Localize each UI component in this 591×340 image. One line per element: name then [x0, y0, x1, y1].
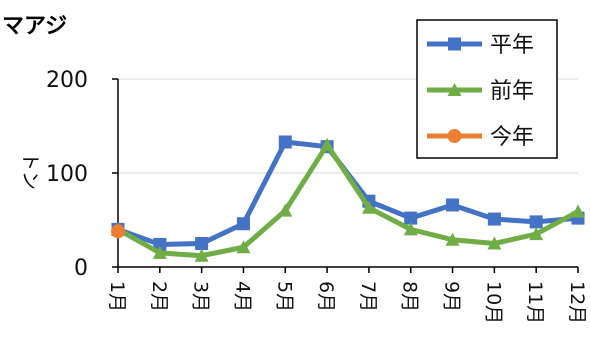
x-tick-label: 2月: [148, 281, 170, 312]
x-tick-label: 1月: [106, 281, 128, 312]
data-point: [487, 236, 502, 250]
x-tick-label: 12月: [566, 281, 588, 324]
legend-marker: [447, 129, 462, 143]
data-point: [278, 135, 292, 149]
x-tick-label: 11月: [524, 281, 546, 324]
series-circle: [111, 224, 125, 239]
chart-title: マアジ: [2, 14, 67, 39]
legend-marker: [448, 37, 461, 51]
y-tick-label: 100: [46, 162, 88, 187]
data-point: [152, 245, 167, 259]
x-tick-label: 9月: [441, 281, 463, 312]
legend-item: 平年: [427, 33, 534, 58]
data-point: [404, 211, 418, 225]
data-point: [487, 212, 501, 226]
axes: [112, 78, 579, 273]
x-tick-label: 10月: [482, 281, 504, 324]
data-point: [111, 224, 125, 239]
data-point: [195, 237, 209, 250]
x-tick-label: 4月: [231, 281, 253, 312]
data-point: [445, 232, 460, 246]
data-point: [529, 215, 543, 229]
data-point: [153, 237, 167, 251]
x-tick-labels: 1月 2月 3月 4月 5月 6月 7月 8月 9月 10月 11月 12月: [106, 281, 588, 324]
series-group: [111, 135, 585, 262]
data-point: [446, 198, 460, 212]
x-tick-label: 6月: [315, 281, 337, 312]
legend-item: 今年: [427, 125, 534, 150]
data-point: [403, 222, 418, 236]
data-point: [278, 203, 293, 217]
y-tick-label: 0: [74, 256, 88, 281]
legend-marker: [447, 83, 462, 96]
legend-item: 前年: [427, 79, 534, 104]
series-line: [116, 142, 580, 259]
y-axis-label: トン: [19, 152, 41, 190]
data-point: [194, 248, 209, 262]
data-point: [571, 204, 585, 218]
data-point: [361, 200, 376, 214]
y-tick-labels: 0 100 200: [46, 68, 88, 281]
x-tick-label: 3月: [190, 281, 212, 312]
data-point: [320, 137, 335, 151]
legend-label: 今年: [490, 125, 534, 150]
x-tick-label: 8月: [399, 281, 421, 312]
data-point: [529, 227, 544, 241]
legend-label: 前年: [490, 79, 534, 104]
x-tick-label: 7月: [357, 281, 379, 312]
x-tick-label: 5月: [273, 281, 295, 312]
data-point: [236, 217, 250, 231]
data-point: [236, 240, 251, 254]
y-tick-label: 200: [46, 68, 88, 93]
legend-label: 平年: [490, 33, 534, 58]
